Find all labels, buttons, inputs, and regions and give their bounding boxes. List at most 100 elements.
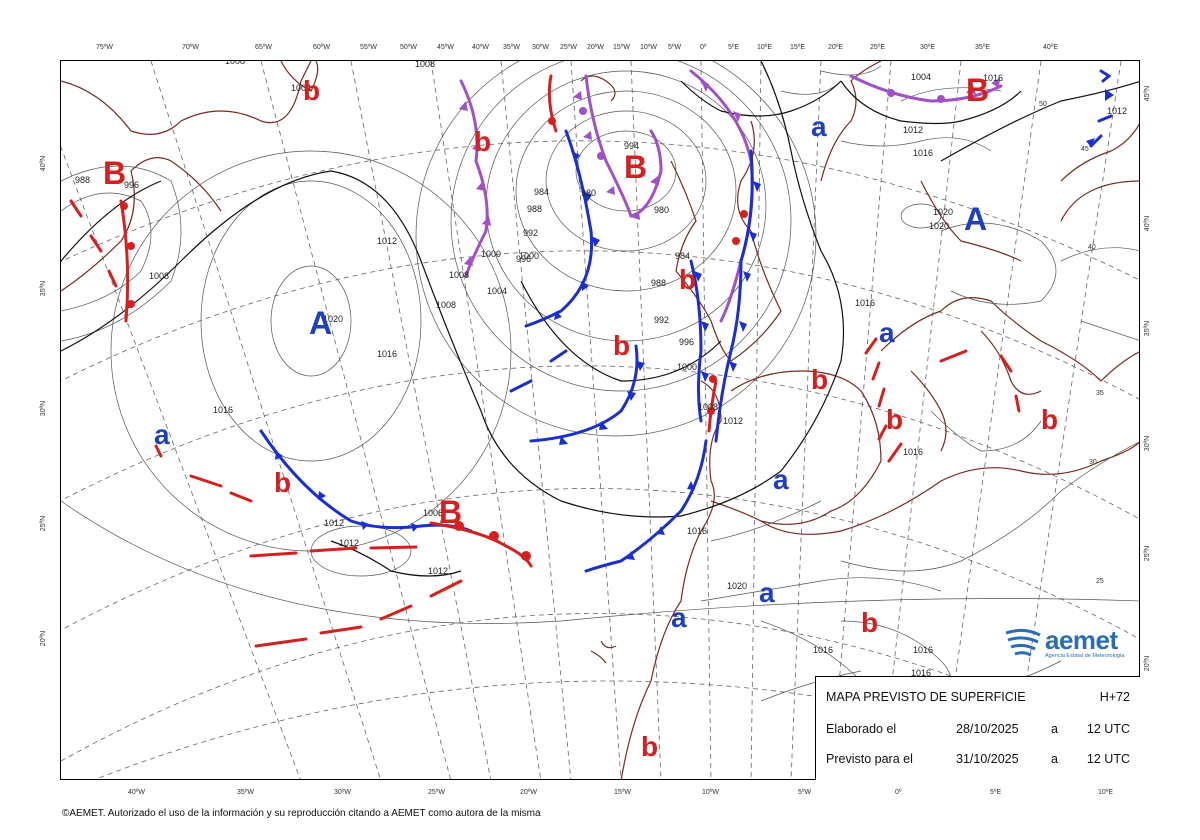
isobar-value-label: 1008 <box>423 508 443 518</box>
isobar-value-label: 1012 <box>723 416 743 426</box>
high-pressure-secondary-label: a <box>759 577 775 608</box>
isobar-value-label: 996 <box>516 254 531 264</box>
top-tick-label: 40ºW <box>472 44 489 51</box>
isobar-value-label: 1016 <box>813 645 833 655</box>
low-pressure-secondary-label: b <box>274 467 291 498</box>
top-tick-label: 10ºW <box>640 44 657 51</box>
inner-latitude-label: 35 <box>1096 390 1104 397</box>
cold-front-east-2 <box>689 259 703 423</box>
cold-front-southwest <box>584 439 708 573</box>
isobar-value-label: 988 <box>527 204 542 214</box>
high-pressure-secondary-label: a <box>879 317 895 348</box>
elaborated-label: Elaborado el <box>826 722 897 736</box>
low-pressure-secondary-label: b <box>679 264 696 295</box>
low-pressure-secondary-label: b <box>811 364 828 395</box>
isobar-value-label: 1016 <box>855 298 875 308</box>
trough-line-2 <box>154 444 253 503</box>
cold-front-east-3 <box>714 259 743 443</box>
isobar-value-label: 1012 <box>339 538 359 548</box>
top-tick-label: 40ºE <box>1043 44 1059 51</box>
inner-latitude-label: 50 <box>1039 101 1047 108</box>
isobar-value-label: 1016 <box>687 526 707 536</box>
warm-front-west <box>119 199 130 323</box>
isobar-value-label: 1000 <box>519 251 539 261</box>
occluded-front-centre <box>584 74 663 218</box>
top-tick-label: 35ºE <box>975 44 991 51</box>
isobar-value-label: 996 <box>679 337 694 347</box>
isobar-value-label: 1004 <box>911 72 931 82</box>
high-pressure-secondary-label: a <box>671 602 687 633</box>
low-pressure-main-label: B <box>439 494 462 530</box>
isobar-value-label: 1016 <box>377 349 397 359</box>
right-tick-label: 20ºN <box>1144 655 1152 672</box>
top-tick-label: 55ºW <box>360 44 377 51</box>
isobar-value-label: 1016 <box>911 668 931 678</box>
forecast-label: Previsto para el <box>826 752 913 766</box>
top-tick-label: 20ºW <box>587 44 604 51</box>
coastlines <box>61 61 1139 779</box>
high-pressure-main-label: A <box>964 201 987 237</box>
bottom-tick-label: 10ºE <box>1098 789 1114 796</box>
map-title: MAPA PREVISTO DE SUPERFICIE <box>826 690 1026 704</box>
right-tick-label: 45ºN <box>1144 85 1152 102</box>
top-tick-label: 70ºW <box>182 44 199 51</box>
isobar-value-label: 992 <box>523 228 538 238</box>
bottom-tick-label: 30ºW <box>334 789 351 796</box>
bottom-tick-label: 20ºW <box>520 789 537 796</box>
isobar-value-label: 984 <box>534 187 549 197</box>
top-tick-label: 35ºW <box>503 44 520 51</box>
isobar-value-label: 1016 <box>983 73 1003 83</box>
right-tick-label: 35ºN <box>1144 320 1152 337</box>
right-tick-label: 30ºN <box>1144 435 1152 452</box>
forecast-date: 31/10/2025 <box>956 752 1019 766</box>
low-pressure-secondary-label: b <box>613 330 630 361</box>
low-pressure-secondary-label: b <box>303 75 320 106</box>
inner-latitude-label: 40 <box>1088 244 1096 251</box>
left-tick-label: 40ºN <box>40 155 48 172</box>
inner-latitude-label: 25 <box>1096 578 1104 585</box>
isobar-value-label: 1016 <box>913 148 933 158</box>
elaborated-date: 28/10/2025 <box>956 722 1019 736</box>
high-pressure-main-label: A <box>309 305 332 341</box>
isobar-value-label: 1008 <box>436 300 456 310</box>
low-pressure-secondary-label: b <box>886 404 903 435</box>
elaborated-time: 12 UTC <box>1086 722 1130 736</box>
pressure-centres: Bb b B Ba A Ab b a b b b a b Ba a a b b <box>103 72 1058 762</box>
aemet-logo: aemet Agencia Estatal de Meteorología <box>1003 625 1143 665</box>
graticule <box>61 61 1139 779</box>
top-tick-label: 30ºE <box>920 44 936 51</box>
right-tick-label: 25ºN <box>1144 545 1152 562</box>
isobar-value-label: 1012 <box>324 518 344 528</box>
isobar-value-label: 980 <box>654 205 669 215</box>
bottom-tick-label: 5ºE <box>990 789 1002 796</box>
top-tick-label: 25ºE <box>870 44 886 51</box>
bottom-tick-label: 10ºW <box>702 789 719 796</box>
isobar-value-label: 1004 <box>291 83 311 93</box>
low-pressure-secondary-label: b <box>861 607 878 638</box>
info-title-row: MAPA PREVISTO DE SUPERFICIE H+72 <box>826 690 1130 710</box>
top-tick-label: 60ºW <box>313 44 330 51</box>
top-tick-label: 50ºW <box>400 44 417 51</box>
trough-line-1 <box>249 545 418 558</box>
high-pressure-secondary-label: a <box>773 464 789 495</box>
isobar-value-label: 1008 <box>225 61 245 66</box>
isobar-value-label: 1020 <box>727 581 747 591</box>
forecast-horizon: H+72 <box>1099 690 1130 704</box>
info-elaborated-row: Elaborado el 28/10/2025 a 12 UTC <box>826 722 1130 742</box>
isobar-value-label: 1000 <box>481 249 501 259</box>
info-forecast-row: Previsto para el 31/10/2025 a 12 UTC <box>826 752 1130 772</box>
aemet-logo-icon <box>1005 628 1041 657</box>
warm-front-north <box>547 74 558 133</box>
isobar-value-label: 984 <box>675 251 690 261</box>
isobar-value-label: 994 <box>624 141 639 151</box>
low-pressure-main-label: B <box>624 149 647 185</box>
inner-latitude-labels: 50 45 40 35 30 25 <box>1039 101 1104 585</box>
isobar-value-label: 1008 <box>698 402 718 412</box>
high-pressure-secondary-label: a <box>154 419 170 450</box>
isobar-value-label: 980 <box>581 188 596 198</box>
bottom-tick-label: 25ºW <box>428 789 445 796</box>
top-tick-label: 5ºE <box>728 44 740 51</box>
isobar-value-label: 1012 <box>903 125 923 135</box>
top-tick-label: 10ºE <box>757 44 773 51</box>
isobar-value-label: 1016 <box>913 645 933 655</box>
